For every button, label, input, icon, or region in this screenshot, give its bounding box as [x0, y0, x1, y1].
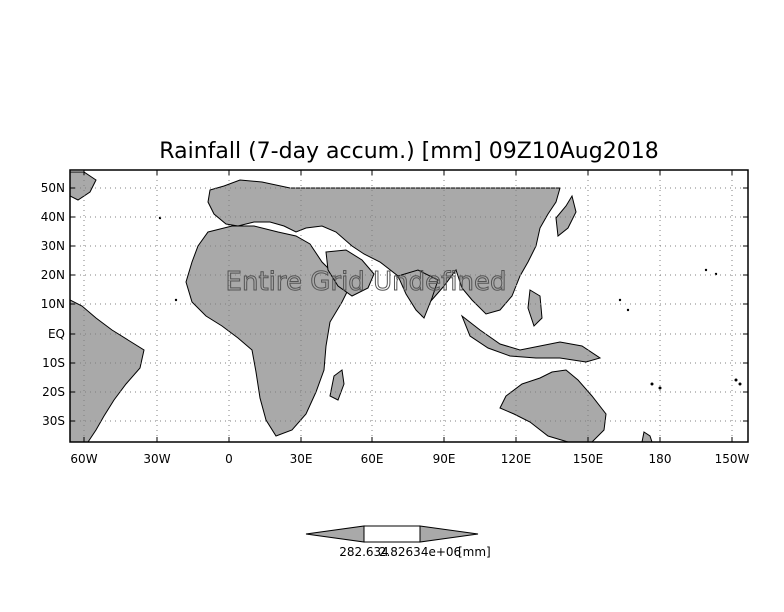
colorbar-label-mid: 2.82634e+06	[379, 545, 461, 559]
colorbar-units: [mm]	[458, 545, 491, 559]
map-title: Rainfall (7-day accum.) [mm] 09Z10Aug201…	[159, 139, 658, 164]
x-tick-label: 30W	[143, 452, 170, 466]
y-tick-label: 50N	[41, 181, 65, 195]
y-tick-label: 30N	[41, 239, 65, 253]
landmass-africa	[185, 225, 353, 437]
y-axis-ticks: 50N 40N 30N 20N 10N EQ 10S 20S 30S	[41, 181, 748, 428]
y-tick-label: 10S	[42, 356, 65, 370]
colorbar-label-left: 282.634	[339, 545, 389, 559]
x-tick-label: 30E	[290, 452, 313, 466]
landmass-philippines	[527, 289, 543, 327]
y-tick-label: 20S	[42, 385, 65, 399]
x-tick-label: 120E	[501, 452, 532, 466]
landmass-australia	[499, 369, 607, 442]
y-tick-label: EQ	[48, 327, 65, 341]
x-tick-label: 60E	[361, 452, 384, 466]
colorbar-mid-box	[363, 525, 421, 543]
landmass-south-america	[70, 299, 145, 442]
y-tick-label: 40N	[41, 210, 65, 224]
x-axis-ticks: 60W 30W 0 30E 60E 90E 120E 150E 180 150W	[70, 170, 750, 466]
landmass-maritime-continent	[460, 314, 602, 363]
landmass-india	[397, 269, 439, 319]
x-tick-label: 180	[649, 452, 672, 466]
colorbar-left-arrow	[305, 525, 365, 543]
x-tick-label: 60W	[70, 452, 97, 466]
landmass-new-zealand	[641, 431, 653, 442]
landmass-japan	[555, 194, 577, 237]
y-tick-label: 20N	[41, 268, 65, 282]
x-tick-label: 150W	[715, 452, 750, 466]
colorbar-right-arrow	[419, 525, 479, 543]
y-tick-label: 30S	[42, 414, 65, 428]
colorbar: 282.634 2.82634e+06 [mm]	[305, 525, 491, 559]
map-area: Entire Grid Undefined	[70, 170, 748, 442]
map-frame	[69, 169, 749, 443]
x-tick-label: 0	[225, 452, 233, 466]
x-tick-label: 150E	[573, 452, 604, 466]
x-tick-label: 90E	[433, 452, 456, 466]
landmass-arabia	[325, 249, 375, 297]
undefined-grid-message: Entire Grid Undefined	[226, 267, 507, 297]
y-tick-label: 10N	[41, 297, 65, 311]
landmass-eurasia	[207, 179, 561, 317]
